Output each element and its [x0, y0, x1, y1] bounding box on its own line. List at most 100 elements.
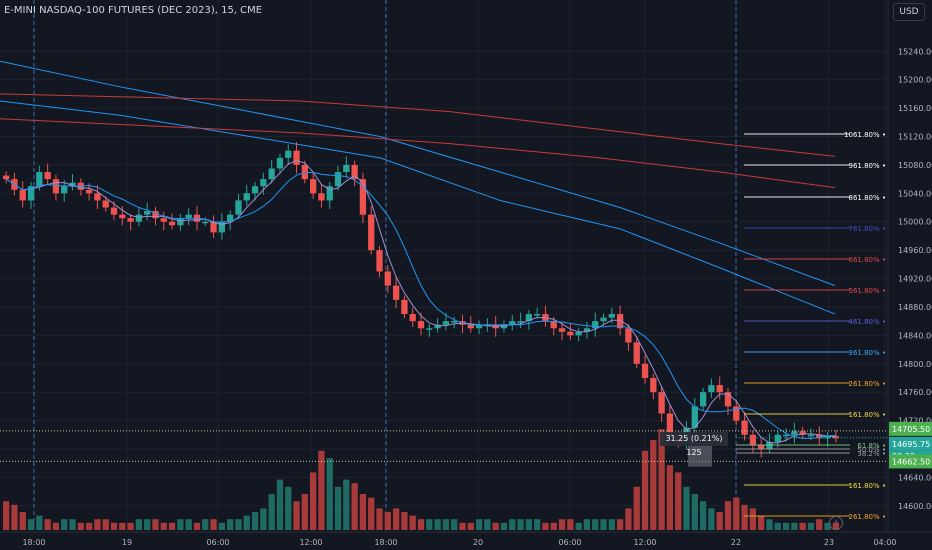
candle-body: [61, 186, 68, 194]
ma-blue-line: [5, 171, 836, 439]
price-tick-label: 14840.00: [898, 331, 932, 340]
volume-bar: [816, 519, 823, 530]
candle-body: [27, 186, 35, 201]
candle-body: [534, 314, 541, 316]
candle-body: [326, 186, 333, 201]
level-upper-tag: 14705.50: [892, 425, 930, 434]
candle-body: [442, 321, 450, 325]
volume-bar: [210, 519, 217, 530]
candle-body: [368, 214, 375, 251]
candle-body: [749, 434, 757, 446]
volume-bar: [766, 519, 773, 530]
candle-body: [708, 385, 715, 393]
candle-body: [376, 250, 383, 272]
chart-title: E-MINI NASDAQ-100 FUTURES (DEC 2023), 15…: [4, 5, 263, 16]
volume-bar: [94, 519, 101, 530]
candle-body: [509, 321, 516, 325]
volume-bar: [27, 519, 35, 530]
candle-body: [202, 221, 209, 224]
volume-bar: [401, 512, 408, 530]
volume-bar: [11, 504, 18, 530]
volume-bar: [616, 519, 624, 530]
volume-bar: [600, 519, 607, 530]
volume-bar: [675, 472, 682, 530]
candle-body: [85, 189, 93, 194]
volume-bar: [475, 519, 483, 530]
volume-bar: [135, 519, 143, 530]
volume-bar: [633, 486, 640, 530]
volume-bar: [110, 522, 118, 530]
ma-red-line: [0, 118, 836, 189]
volume-bar: [558, 519, 566, 530]
candle-body: [608, 314, 615, 318]
volume-bar: [19, 512, 26, 530]
volume-bar: [492, 522, 499, 530]
volume-bar: [824, 522, 831, 530]
candle-body: [791, 431, 798, 435]
volume-bar: [343, 479, 350, 530]
candle-body: [343, 164, 350, 173]
time-tick-label: 12:00: [299, 538, 322, 547]
candle-body: [119, 214, 126, 219]
volume-bar: [144, 519, 151, 530]
price-tick-label: 14880.00: [898, 303, 932, 312]
volume-bar: [36, 515, 43, 530]
volume-bar: [467, 522, 474, 530]
last-price-tag-bg: [889, 436, 932, 451]
candle-body: [807, 434, 815, 437]
volume-bar: [509, 519, 516, 530]
volume-bar: [268, 494, 275, 530]
fib-level-label: 261.80% •: [849, 513, 887, 521]
time-tick-label: 20: [473, 538, 483, 547]
volume-bar: [683, 486, 690, 530]
volume-bar: [392, 508, 400, 530]
currency-button[interactable]: USD: [893, 3, 925, 21]
volume-bar: [451, 519, 458, 530]
price-tick-label: 14920.00: [898, 275, 932, 284]
candle-body: [94, 193, 101, 201]
volume-bar: [351, 483, 358, 530]
volume-bar: [749, 508, 757, 530]
candle-body: [309, 179, 317, 194]
volume-bar: [202, 519, 209, 530]
time-tick-label: 06:00: [206, 538, 229, 547]
volume-bar: [434, 519, 441, 530]
price-tick-label: 14760.00: [898, 388, 932, 397]
level-upper-tag-bg: [889, 421, 932, 436]
candle-body: [293, 150, 300, 165]
candle-body: [799, 431, 806, 435]
candle-body: [774, 434, 781, 442]
volume-bar: [102, 519, 109, 530]
candle-body: [625, 328, 632, 343]
ma-blue-line: [0, 100, 836, 315]
candle-body: [567, 331, 574, 336]
measure-label: 31.25 (0.21%) 125: [660, 432, 728, 457]
candle-body: [832, 436, 839, 439]
volume-bar: [160, 522, 167, 530]
candle-body: [144, 211, 151, 215]
ma-red-line: [0, 93, 836, 157]
candle-body: [251, 186, 259, 194]
lightning-icon[interactable]: ⚡: [829, 516, 843, 530]
candle-body: [691, 406, 698, 428]
candle-body: [268, 168, 275, 180]
volume-bar: [376, 508, 383, 530]
time-tick-label: 18:00: [22, 538, 45, 547]
volume-bar: [152, 519, 159, 530]
volume-bar: [293, 501, 300, 530]
candle-body: [69, 182, 76, 187]
volume-bar: [243, 515, 250, 530]
volume-bar: [185, 519, 192, 530]
volume-bar: [442, 519, 450, 530]
volume-bar: [517, 519, 524, 530]
candle-body: [641, 363, 649, 378]
volume-bar: [127, 522, 134, 530]
price-tick-label: 14640.00: [898, 473, 932, 482]
candle-body: [475, 324, 483, 329]
volume-bar: [384, 512, 391, 530]
volume-bar: [807, 522, 815, 530]
price-tick-label: 14600.00: [898, 502, 932, 511]
volume-bar: [500, 522, 508, 530]
